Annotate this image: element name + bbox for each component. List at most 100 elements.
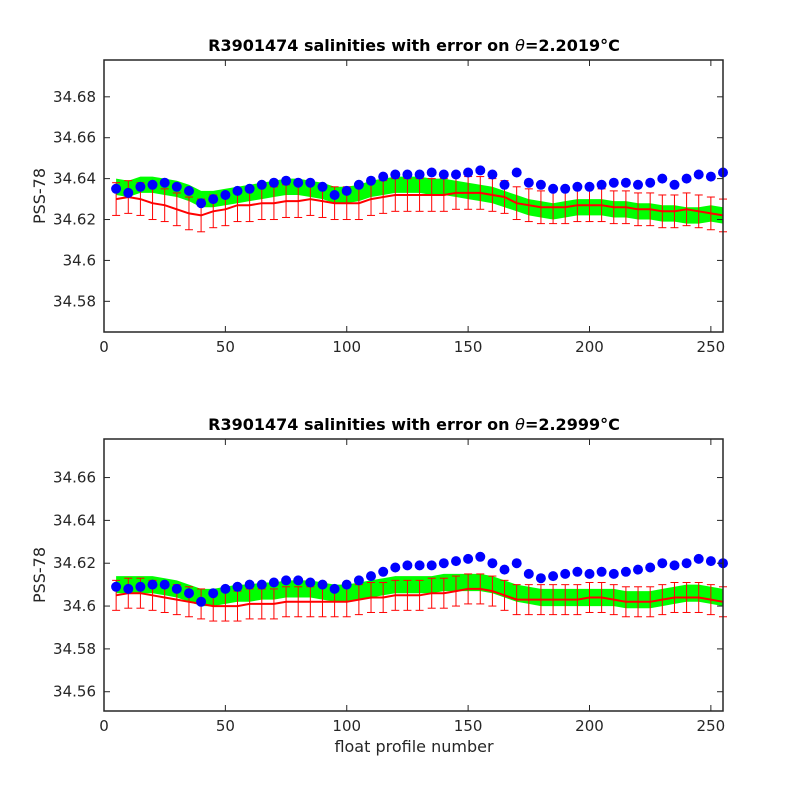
panel1-float-point — [487, 169, 498, 180]
panel2-float-point — [184, 588, 194, 599]
panel2-ytick-label: 34.58 — [53, 640, 96, 658]
panel2-float-point — [329, 583, 340, 594]
panel2-float-point — [414, 560, 425, 571]
panel2-float-point — [111, 581, 122, 592]
panel2-float-point — [366, 571, 376, 582]
panel1-float-point — [426, 167, 437, 178]
panel2-xtick-label: 150 — [454, 717, 483, 735]
panel1-float-point — [499, 179, 510, 190]
panel2-float-point — [584, 568, 595, 579]
panel2-float-point — [220, 583, 231, 594]
panel2-float-point — [548, 571, 559, 582]
panel2-float-point — [438, 558, 449, 569]
panel1-float-point — [681, 173, 692, 184]
panel1-float-point — [208, 194, 219, 205]
panel2-title: R3901474 salinities with error on θ=2.29… — [208, 415, 620, 434]
panel1-float-point — [184, 185, 194, 196]
panel2-float-point — [645, 562, 656, 573]
panel1-float-point — [657, 173, 668, 184]
panel2-float-point — [426, 560, 437, 571]
panel2-float-point — [620, 566, 631, 577]
panel2-float-point — [353, 575, 364, 586]
panel1-float-point — [171, 181, 182, 192]
panel1-float-point — [705, 171, 716, 182]
panel1-float-point — [123, 187, 134, 198]
panel2-float-point — [305, 577, 316, 588]
panel1-float-point — [693, 169, 704, 180]
panel1-float-point — [560, 183, 571, 194]
panel2-float-point — [402, 560, 413, 571]
panel1-float-point — [402, 169, 413, 180]
panel1-ytick-label: 34.62 — [53, 211, 96, 229]
panel2-float-point — [681, 558, 692, 569]
panel1-float-point — [414, 169, 425, 180]
panel2-ytick-label: 34.62 — [53, 554, 96, 572]
panel2-float-point — [171, 583, 182, 594]
x-axis-label: float profile number — [334, 737, 494, 756]
panel1-ytick-label: 34.68 — [53, 88, 96, 106]
panel1-float-point — [268, 177, 279, 188]
panel2-ytick-label: 34.66 — [53, 469, 96, 487]
panel2-float-point — [317, 579, 328, 590]
panel2-float-point — [159, 579, 170, 590]
panel1-float-point — [256, 179, 267, 190]
panel2-float-point — [147, 579, 158, 590]
panel2-float-point — [341, 579, 352, 590]
panel1-float-point — [523, 177, 534, 188]
panel2-float-point — [244, 579, 255, 590]
panel2-float-point — [463, 553, 474, 564]
panel1-float-point — [341, 185, 352, 196]
panel2-xtick-label: 250 — [697, 717, 726, 735]
panel1-float-point — [451, 169, 461, 180]
panel2-float-point — [123, 583, 134, 594]
panel1-float-point — [620, 177, 631, 188]
panel2-float-point — [232, 581, 243, 592]
panel2-float-point — [475, 551, 486, 562]
panel1-float-point — [353, 179, 364, 190]
panel1-float-point — [232, 185, 243, 196]
panel1-float-point — [196, 198, 207, 209]
panel1-xtick-label: 150 — [454, 338, 483, 356]
panel1-float-point — [317, 181, 328, 192]
panel2-float-point — [523, 568, 534, 579]
panel1-title: R3901474 salinities with error on θ=2.20… — [208, 36, 620, 55]
panel1-float-point — [511, 167, 522, 178]
panel2-float-point — [596, 566, 607, 577]
panel1-float-point — [596, 179, 607, 190]
panel1-ytick-label: 34.58 — [53, 292, 96, 310]
panel2-xtick-label: 50 — [216, 717, 235, 735]
panel1-mapped-line — [115, 191, 724, 217]
panel2-ytick-label: 34.6 — [63, 597, 96, 615]
panel1-envelope-band — [116, 176, 724, 224]
panel2-ytick-label: 34.64 — [53, 511, 96, 529]
panel2-float-point — [293, 575, 304, 586]
panel2-mapped-line — [115, 587, 724, 608]
panel1-float-point — [159, 177, 170, 188]
panel2-float-point — [560, 568, 571, 579]
panel2-float-point — [693, 553, 704, 564]
panel1-float-point — [463, 167, 474, 178]
panel2-float-point — [657, 558, 668, 569]
panel1-xtick-label: 0 — [99, 338, 109, 356]
panel1-xtick-label: 100 — [332, 338, 361, 356]
panel1-float-point — [293, 177, 304, 188]
panel1-ytick-label: 34.66 — [53, 129, 96, 147]
panel1-float-point — [608, 177, 619, 188]
panel1-float-point — [438, 169, 449, 180]
panel2-float-point — [487, 558, 498, 569]
panel1-xtick-label: 50 — [216, 338, 235, 356]
panel2-axes: 0 50 100 150 200 250 34.56 34.58 34.6 34.62 34.64 3… — [53, 438, 726, 735]
panel1-xtick-label: 200 — [575, 338, 604, 356]
panel1-axes: 0 50 100 150 200 250 34.58 34.6 34.62 34.64 34.66 3… — [53, 59, 725, 356]
panel1-ylabel: PSS-78 — [30, 168, 49, 224]
panel1-float-point — [572, 181, 583, 192]
panel1-float-point — [633, 179, 643, 190]
panel2-float-point — [451, 556, 461, 567]
panel2-float-point — [572, 566, 583, 577]
panel2-axes-box — [103, 438, 724, 712]
panel1-float-point — [669, 179, 680, 190]
panel1-float-point — [135, 181, 146, 192]
panel1-float-point — [584, 181, 595, 192]
